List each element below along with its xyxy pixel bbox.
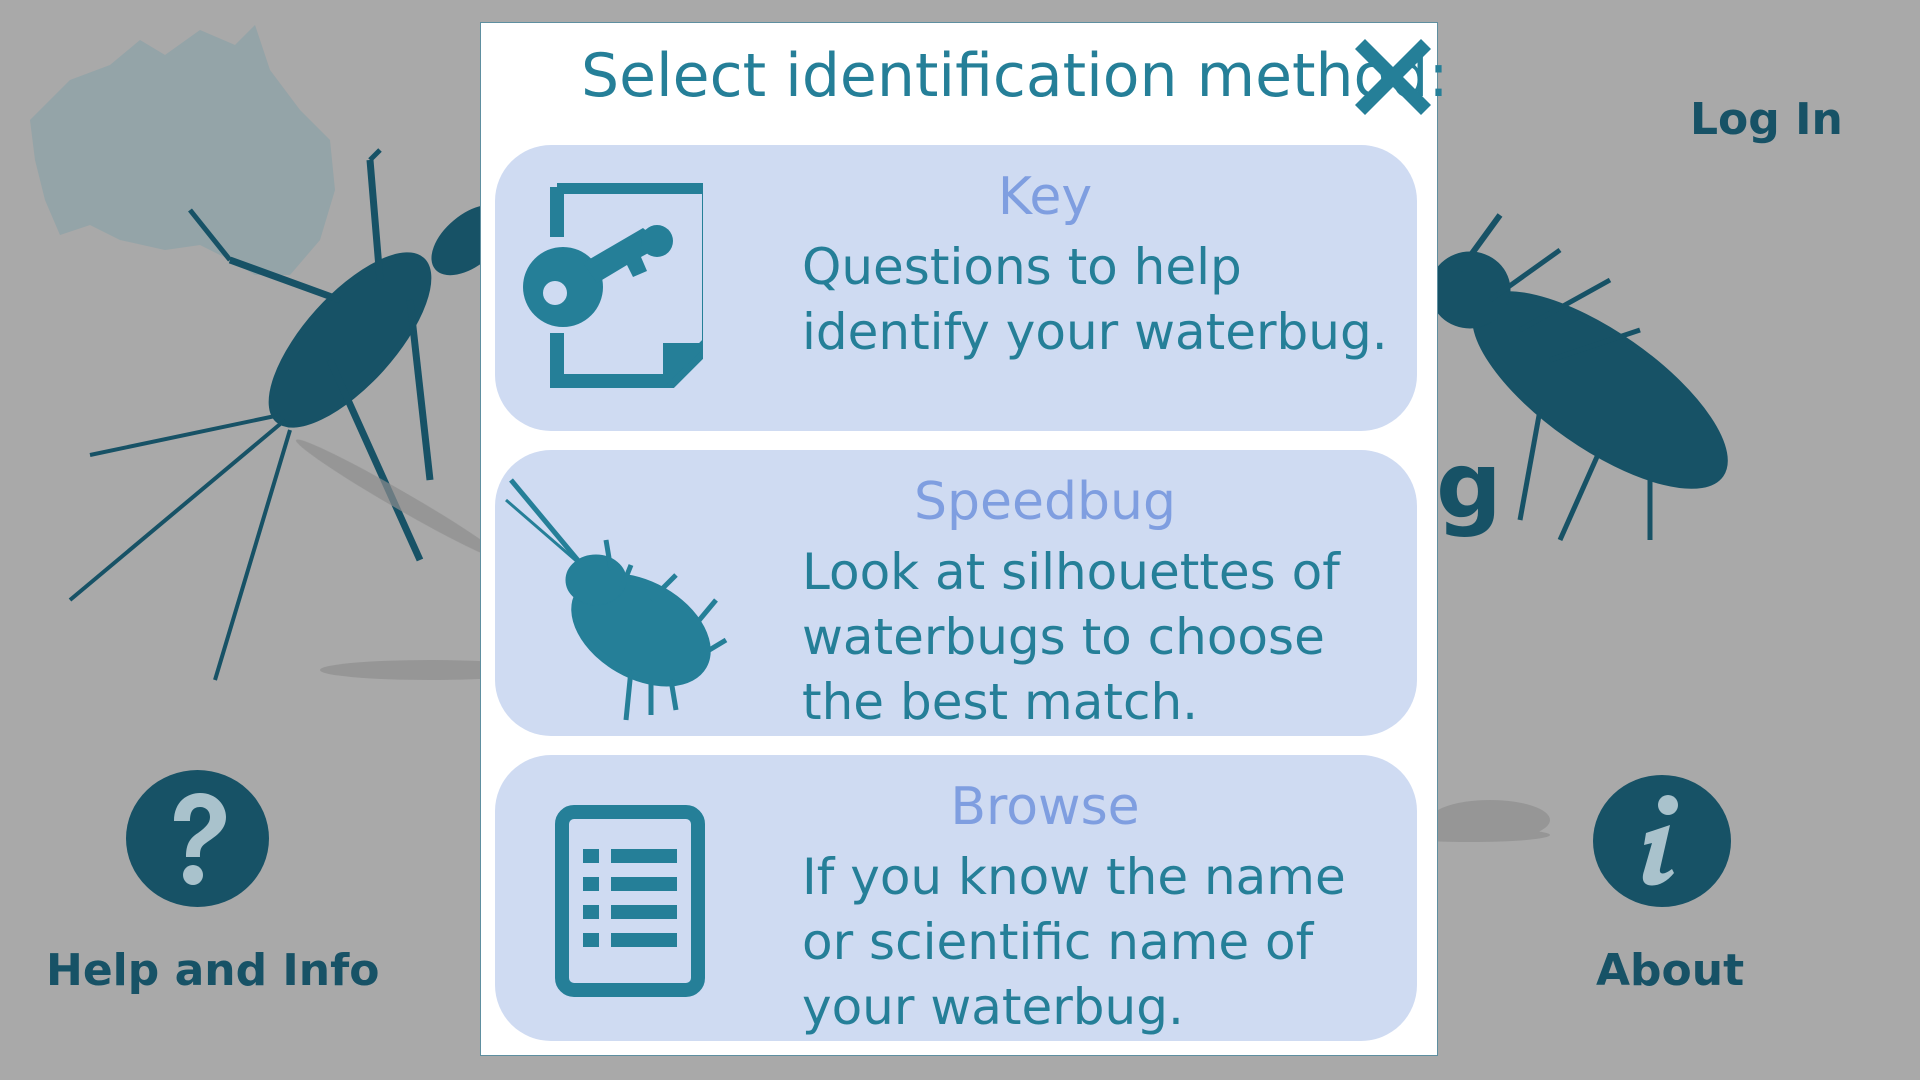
about-label: About [1596, 945, 1745, 996]
key-document-icon [523, 183, 703, 388]
speedbug-option-button[interactable]: Speedbug Look at silhouettes of waterbug… [495, 450, 1417, 736]
list-document-icon [555, 805, 705, 997]
option-description: Questions to help identify your waterbug… [802, 238, 1388, 361]
option-title: Speedbug [914, 472, 1176, 532]
right-insect-silhouette [1429, 213, 1728, 542]
question-mark-icon [173, 792, 226, 885]
waterbug-silhouette-icon [505, 478, 728, 721]
app-title-fragment: g [1436, 432, 1502, 539]
close-button[interactable] [1353, 37, 1433, 117]
info-icon [1642, 795, 1678, 886]
about-button[interactable] [1593, 775, 1731, 907]
dialog-title: Select identification method: [581, 41, 1449, 111]
australia-map-icon [30, 25, 335, 275]
identification-method-dialog: Select identification method: Key Questi… [480, 22, 1449, 1056]
help-label: Help and Info [46, 945, 380, 996]
browse-option-button[interactable]: Browse If you know the name or scientifi… [495, 755, 1417, 1041]
option-description: If you know the name or scientific name … [802, 848, 1346, 1036]
option-description: Look at silhouettes of waterbugs to choo… [802, 543, 1340, 731]
option-title: Browse [950, 777, 1140, 837]
login-link[interactable]: Log In [1690, 94, 1843, 145]
close-x-icon [1355, 39, 1431, 115]
help-button[interactable] [126, 770, 269, 907]
option-title: Key [997, 167, 1093, 227]
key-option-button[interactable]: Key Questions to help identify your wate… [495, 145, 1417, 431]
